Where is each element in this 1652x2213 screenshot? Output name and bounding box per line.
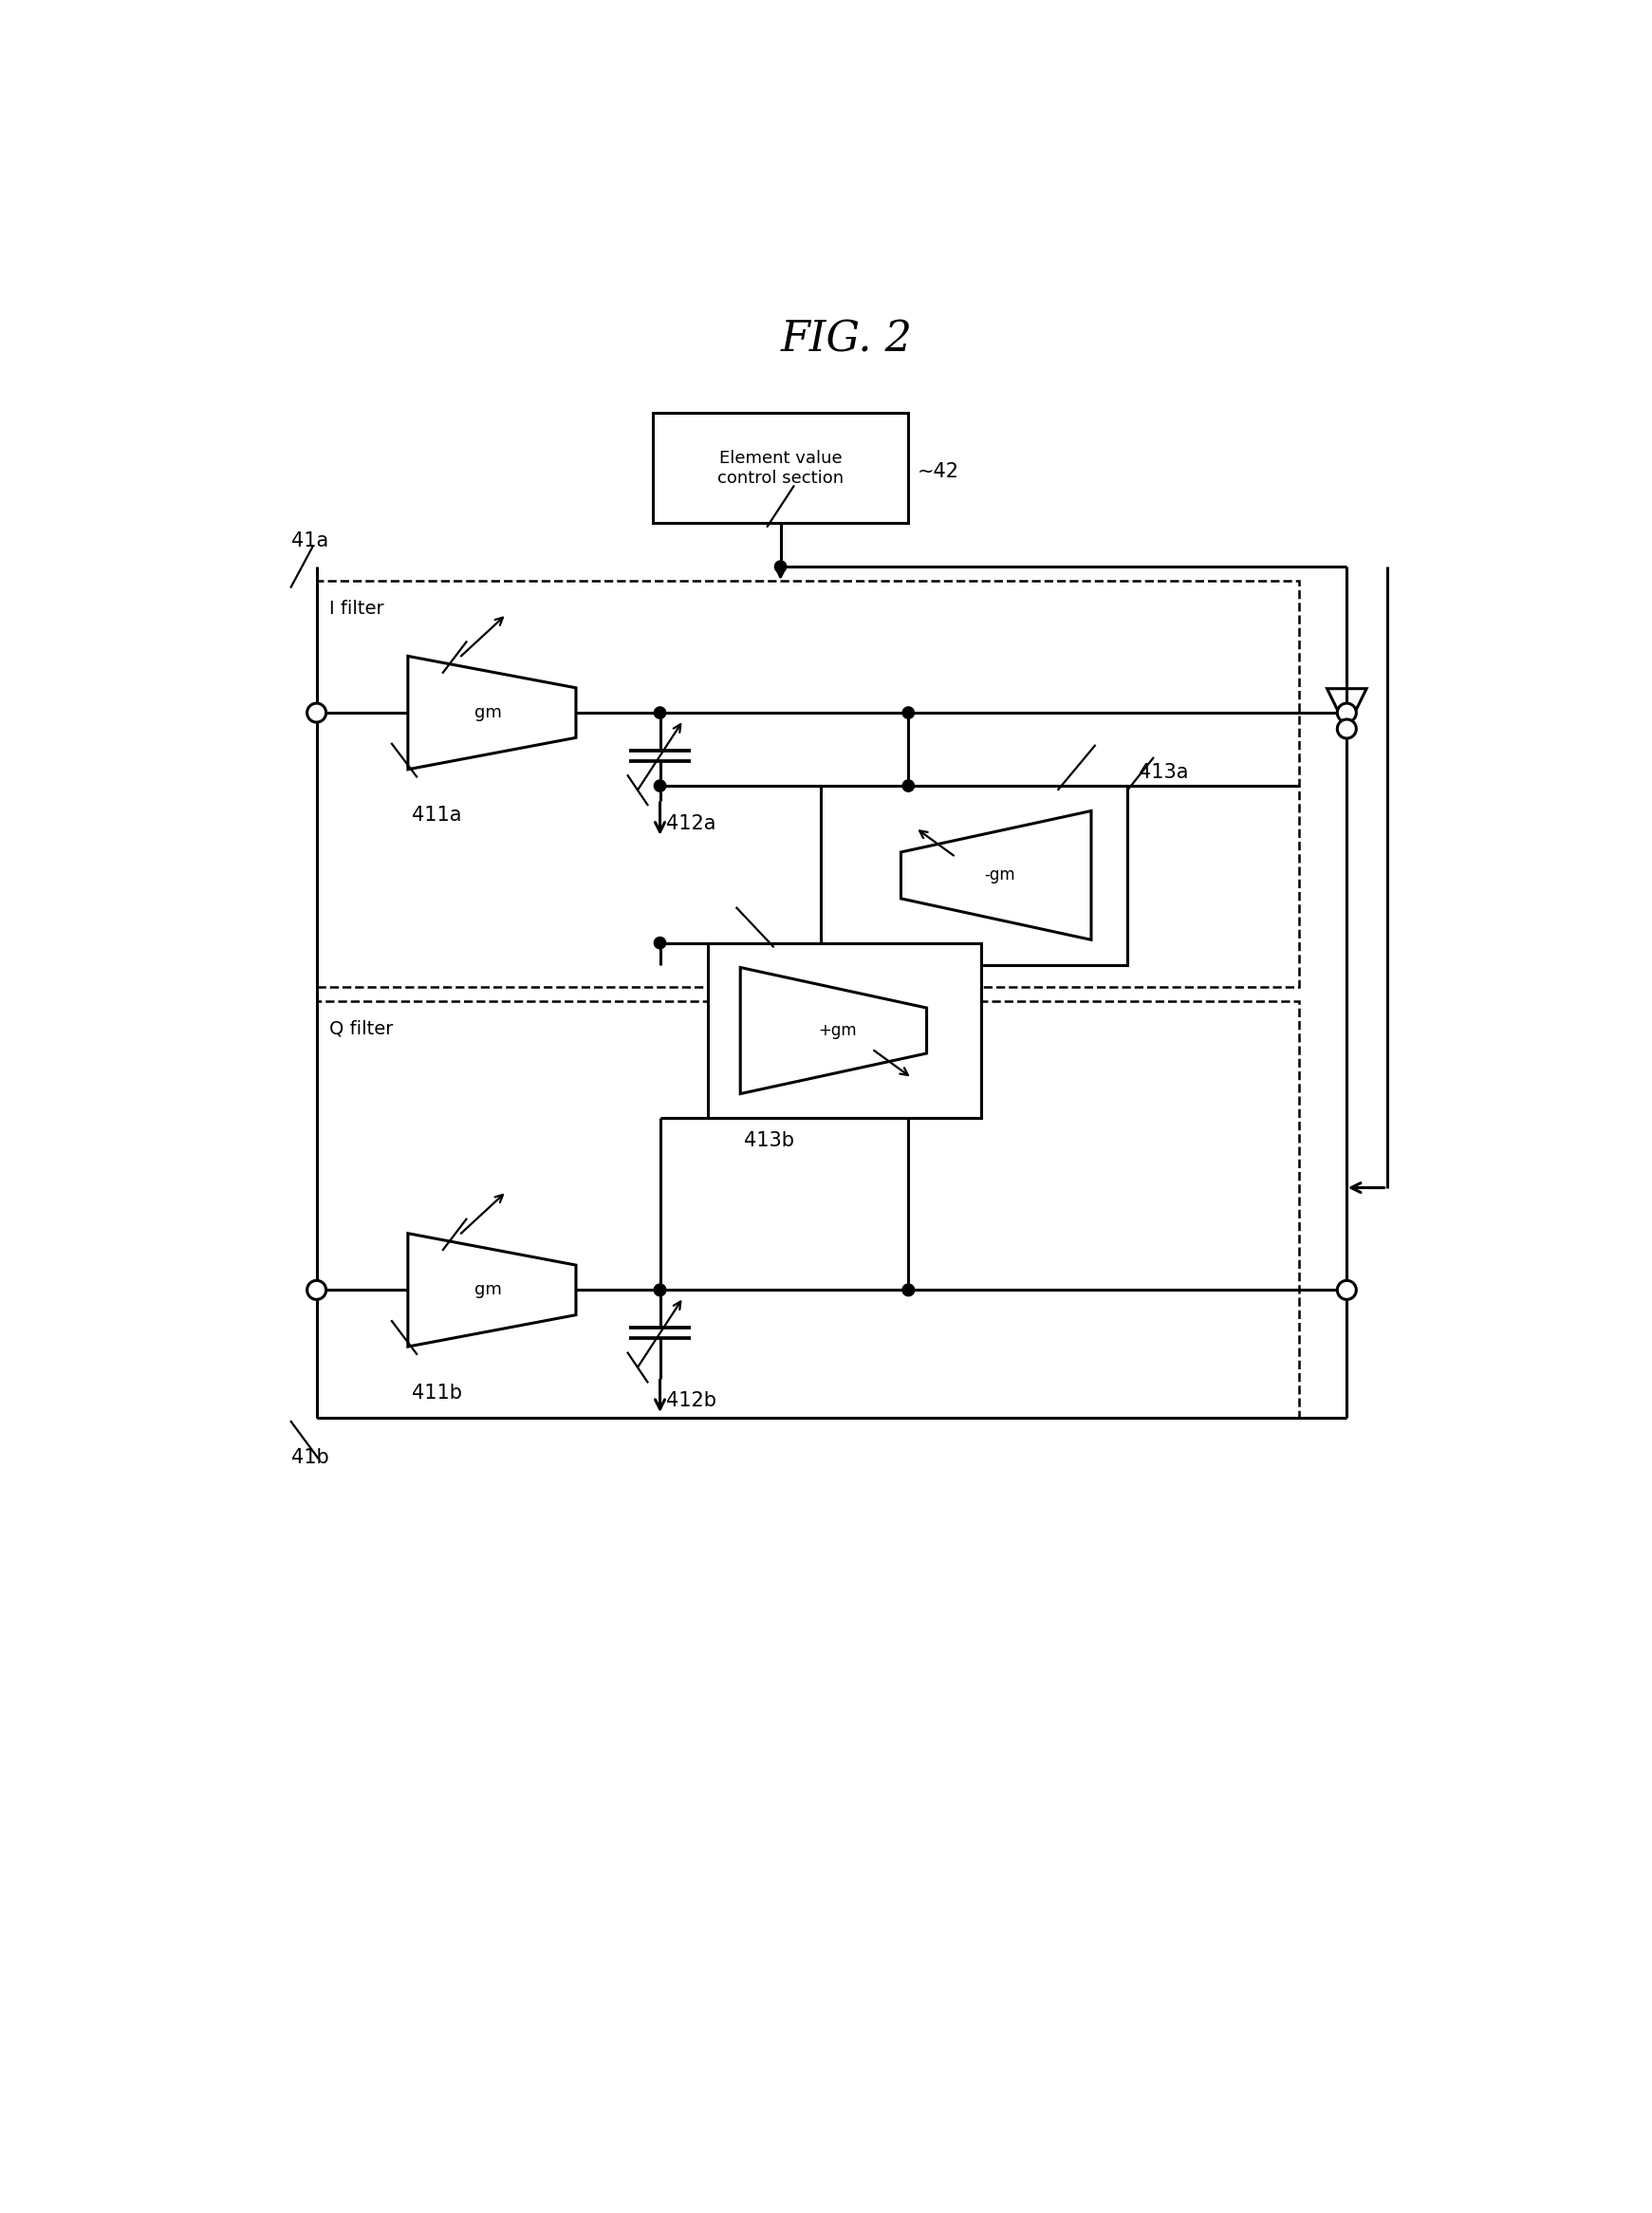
Circle shape [654, 1284, 666, 1297]
Text: Element value
control section: Element value control section [717, 449, 844, 487]
Text: Q filter: Q filter [330, 1020, 393, 1038]
Circle shape [307, 704, 325, 721]
Text: 41b: 41b [291, 1450, 329, 1467]
Text: ~42: ~42 [917, 463, 958, 480]
Text: 413b: 413b [743, 1131, 795, 1151]
Text: 412a: 412a [666, 814, 715, 834]
Circle shape [1336, 704, 1356, 721]
Circle shape [1336, 719, 1356, 739]
Text: 411a: 411a [411, 806, 461, 825]
Text: +gm: +gm [818, 1022, 856, 1040]
Circle shape [902, 779, 914, 792]
Circle shape [654, 706, 666, 719]
Bar [821, 786, 1128, 965]
Text: 413a: 413a [1138, 763, 1188, 781]
Text: gm: gm [474, 1281, 502, 1299]
Circle shape [1336, 1281, 1356, 1299]
Text: -gm: -gm [985, 867, 1016, 883]
Circle shape [775, 560, 786, 573]
Bar [707, 943, 981, 1118]
Circle shape [902, 1284, 914, 1297]
Circle shape [654, 779, 666, 792]
Text: FIG. 2: FIG. 2 [781, 319, 912, 361]
Circle shape [902, 706, 914, 719]
Text: I filter: I filter [330, 600, 385, 617]
Circle shape [654, 1284, 666, 1297]
Circle shape [654, 936, 666, 949]
Text: gm: gm [474, 704, 502, 721]
Circle shape [902, 1284, 914, 1297]
Text: 41a: 41a [291, 531, 329, 551]
Text: 412b: 412b [666, 1392, 715, 1410]
Text: 411b: 411b [411, 1383, 463, 1403]
Bar [653, 414, 909, 522]
Bar [317, 582, 1298, 987]
Bar [317, 1002, 1298, 1419]
Circle shape [307, 1281, 325, 1299]
